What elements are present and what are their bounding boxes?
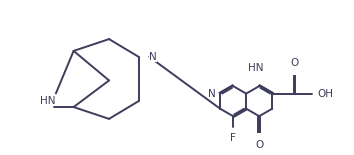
- Text: N: N: [149, 52, 157, 62]
- Text: O: O: [255, 140, 263, 150]
- Text: OH: OH: [318, 89, 334, 99]
- Text: N: N: [208, 89, 216, 99]
- Text: O: O: [291, 58, 299, 68]
- Text: HN: HN: [40, 96, 56, 106]
- Text: F: F: [230, 133, 236, 143]
- Text: HN: HN: [248, 63, 263, 73]
